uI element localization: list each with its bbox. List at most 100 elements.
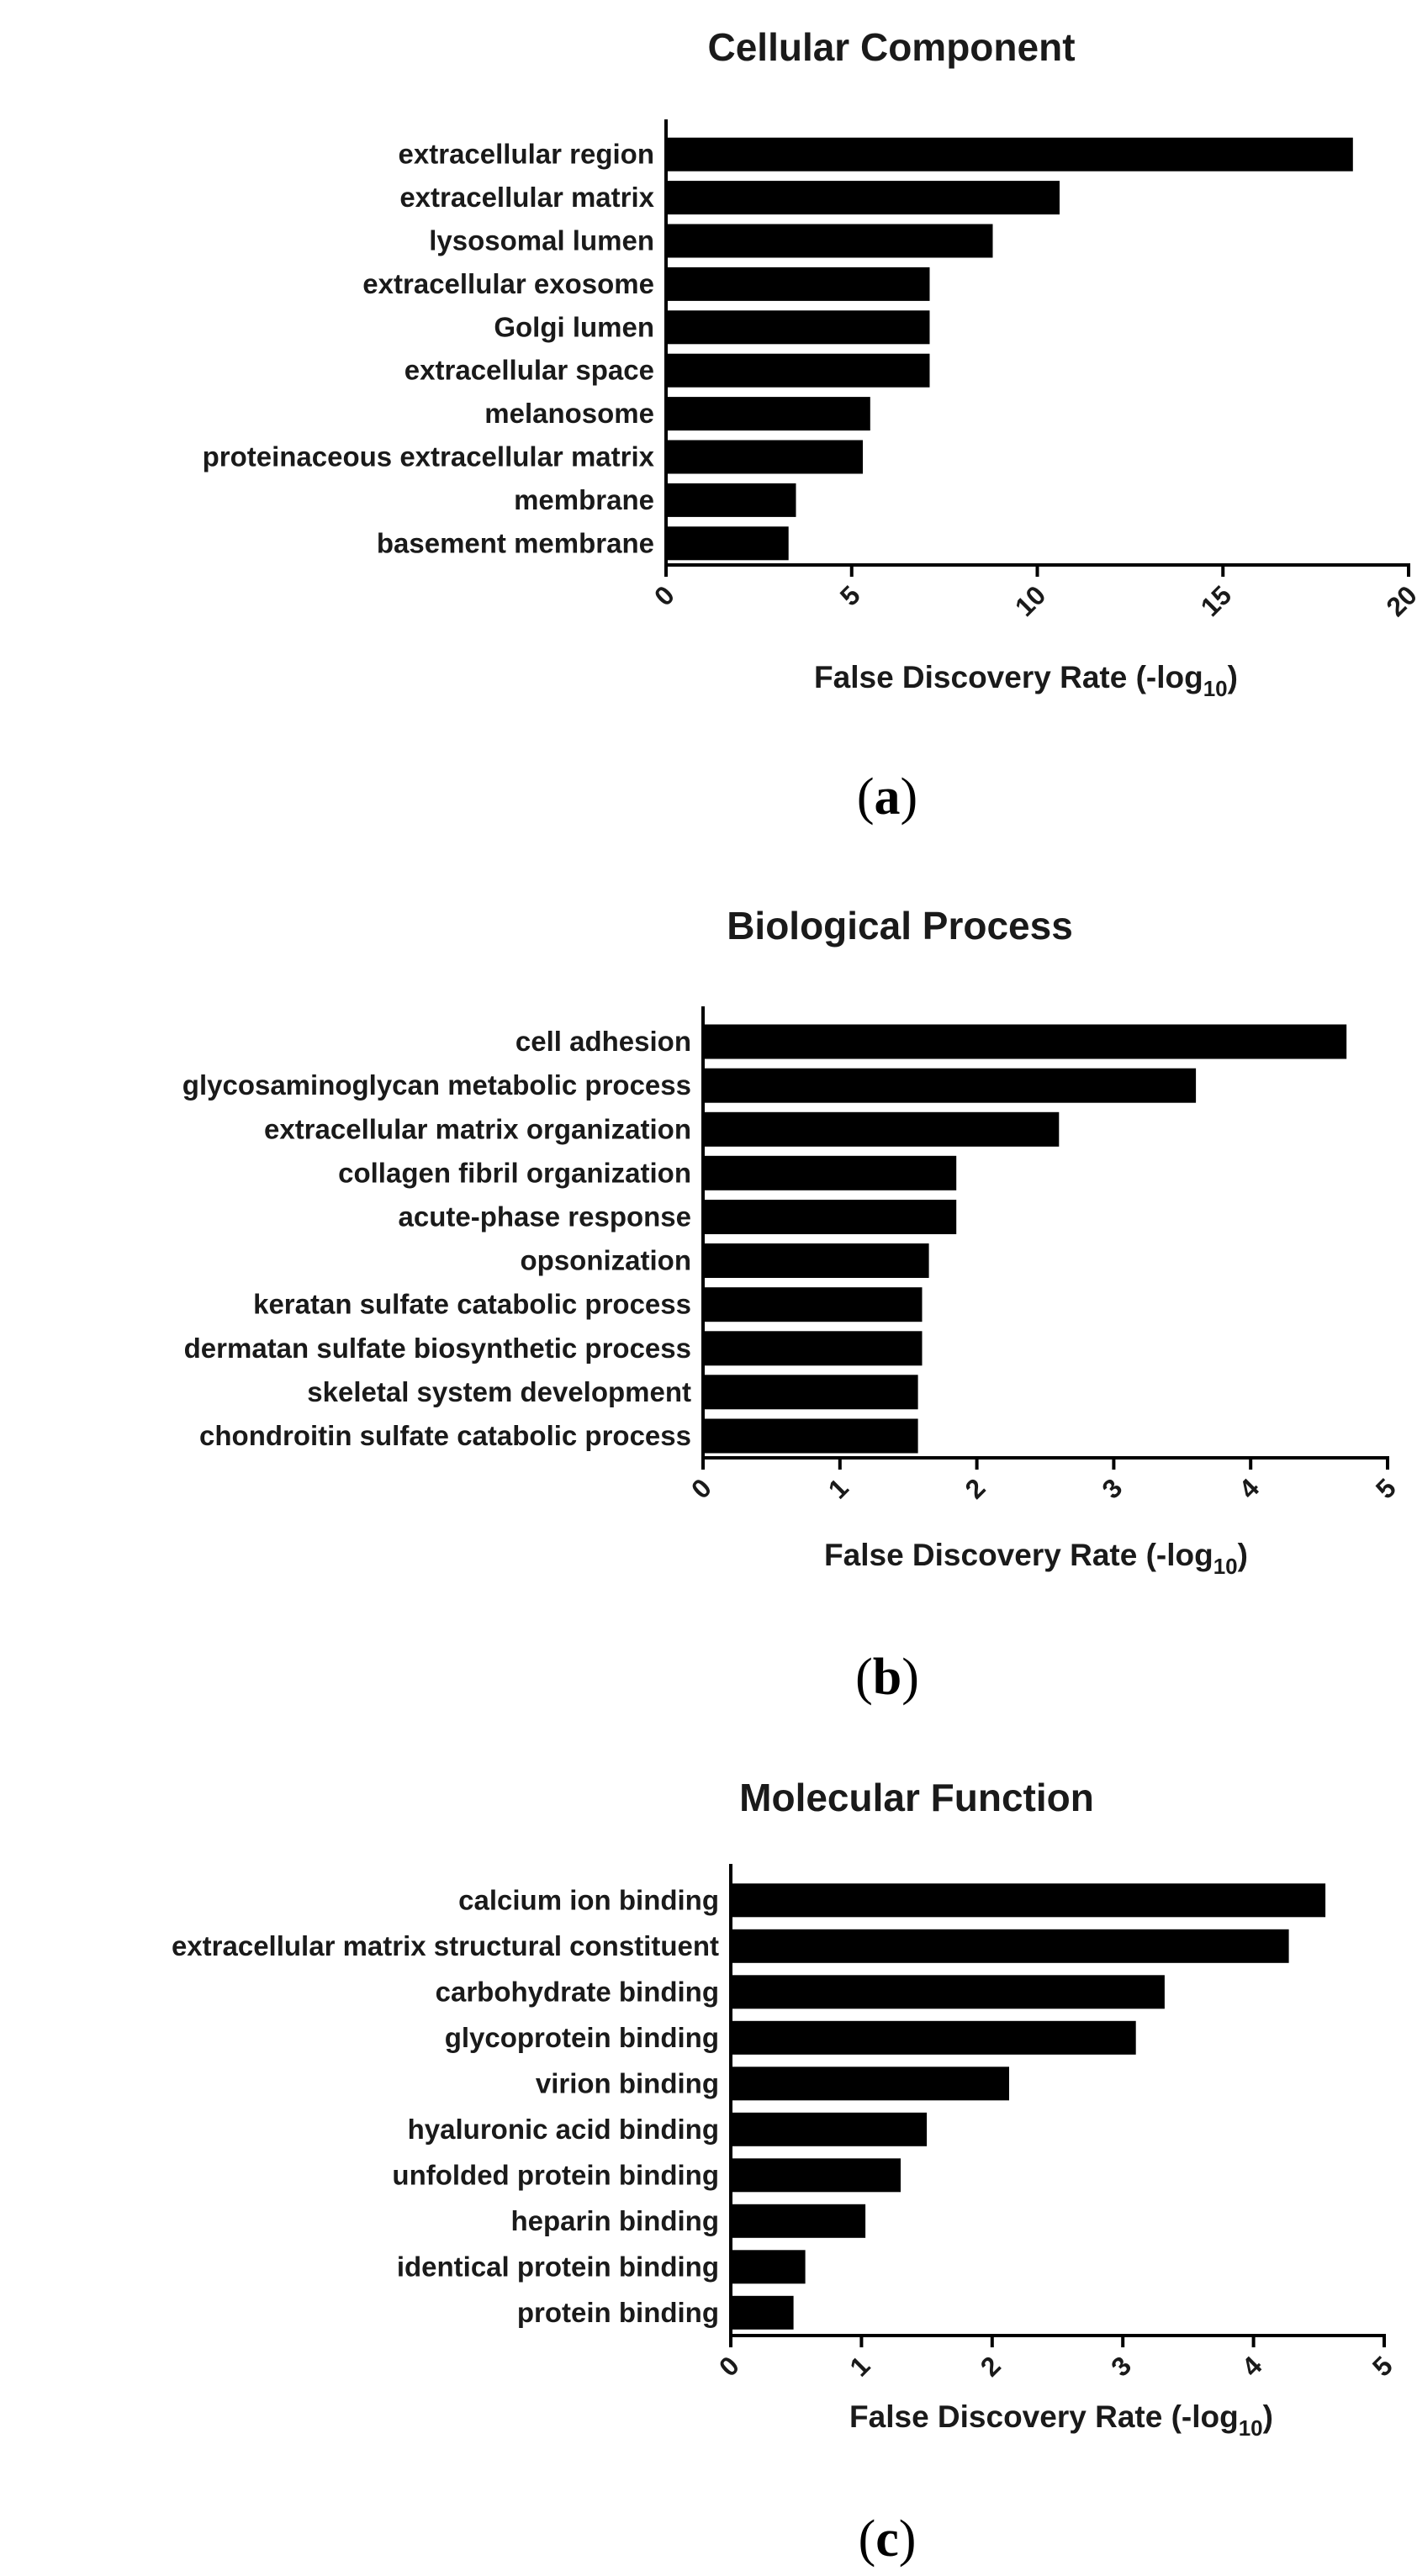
panel-label: (b): [855, 1649, 919, 1706]
category-label: extracellular exosome: [362, 268, 654, 299]
bar-virion-binding: [731, 2067, 1009, 2101]
category-label: collagen fibril organization: [338, 1157, 691, 1188]
bar-glycosaminoglycan-metabolic-process: [703, 1068, 1197, 1103]
x-tick-label: 1: [843, 2350, 875, 2382]
x-ticks: 0 5 10 15 20: [648, 565, 1417, 622]
x-ticks: 0 1 2 3 4 5: [685, 1458, 1402, 1505]
bar-basement-membrane: [666, 526, 789, 561]
x-axis-label: False Discovery Rate (-log10): [814, 660, 1238, 701]
bar-proteinaceous-extracellular-matrix: [666, 440, 863, 474]
x-tick-label: 0: [685, 1472, 717, 1504]
bar-golgi-lumen: [666, 310, 930, 345]
bar-hyaluronic-acid-binding: [731, 2112, 928, 2146]
category-label: extracellular space: [404, 355, 654, 386]
x-tick-label: 3: [1105, 2350, 1137, 2382]
bar-protein-binding: [731, 2295, 794, 2330]
category-label: dermatan sulfate biosynthetic process: [184, 1333, 691, 1364]
x-axis-label: False Discovery Rate (-log10): [849, 2399, 1273, 2441]
bar-membrane: [666, 483, 796, 517]
bar-acute-phase-response: [703, 1200, 957, 1234]
category-labels: calcium ion binding extracellular matrix …: [172, 1884, 719, 2328]
chart-title: Biological Process: [727, 904, 1073, 948]
category-label: virion binding: [536, 2067, 719, 2098]
bar-extracellular-matrix: [666, 181, 1060, 215]
category-label: glycosaminoglycan metabolic process: [182, 1069, 691, 1101]
x-tick-label: 2: [960, 1472, 991, 1504]
x-tick-label: 5: [834, 579, 866, 611]
category-label: identical protein binding: [397, 2251, 719, 2282]
x-tick-label: 2: [975, 2350, 1007, 2382]
chart-title: Molecular Function: [739, 1776, 1094, 1819]
bar-keratan-sulfate-catabolic-process: [703, 1287, 923, 1322]
bar-group: [666, 137, 1353, 561]
axes: [729, 1864, 1386, 2337]
x-tick-label: 1: [822, 1472, 854, 1504]
panel-a-chart: Cellular Component extracellular regione…: [203, 25, 1417, 826]
bar-extracellular-region: [666, 137, 1353, 172]
bar-lysosomal-lumen: [666, 224, 993, 258]
category-label: Golgi lumen: [494, 311, 654, 342]
bar-extracellular-space: [666, 353, 930, 388]
category-label: chondroitin sulfate catabolic process: [199, 1420, 691, 1451]
category-label: cell adhesion: [516, 1026, 691, 1057]
panel-label: (c): [859, 2510, 917, 2568]
bar-extracellular-matrix-organization: [703, 1111, 1060, 1147]
category-labels: extracellular region extracellular matrix…: [203, 139, 655, 559]
category-label: hyaluronic acid binding: [408, 2114, 719, 2145]
x-ticks: 0 1 2 3 4 5: [713, 2336, 1398, 2383]
category-label: unfolded protein binding: [392, 2159, 719, 2190]
x-tick-label: 0: [713, 2350, 745, 2382]
bar-group: [703, 1024, 1347, 1454]
bar-extracellular-matrix-structural-constituent: [731, 1929, 1289, 1963]
category-label: heparin binding: [511, 2205, 719, 2236]
bar-skeletal-system-development: [703, 1375, 918, 1410]
panel-c-chart: Molecular Function calcium ion binding ex…: [172, 1776, 1398, 2568]
x-tick-label: 15: [1195, 579, 1238, 622]
category-labels: cell adhesion glycosaminoglycan metabolic…: [182, 1026, 691, 1451]
bar-heparin-binding: [731, 2204, 866, 2238]
category-label: protein binding: [517, 2297, 719, 2328]
category-label: melanosome: [484, 398, 654, 429]
category-label: extracellular matrix: [399, 182, 654, 213]
bar-chondroitin-sulfate-catabolic-process: [703, 1418, 918, 1454]
category-label: keratan sulfate catabolic process: [253, 1289, 691, 1320]
category-label: lysosomal lumen: [429, 225, 654, 256]
x-tick-label: 0: [648, 579, 680, 611]
category-label: extracellular matrix structural constitu…: [172, 1930, 719, 1961]
panel-b-chart: Biological Process cell adhesion glycosam…: [182, 904, 1402, 1706]
category-label: acute-phase response: [399, 1201, 691, 1233]
bar-unfolded-protein-binding: [731, 2158, 901, 2193]
bar-group: [731, 1883, 1326, 2330]
category-label: basement membrane: [377, 527, 654, 558]
bar-cell-adhesion: [703, 1024, 1347, 1059]
bar-glycoprotein-binding: [731, 2020, 1136, 2055]
category-label: opsonization: [521, 1245, 691, 1276]
category-label: membrane: [514, 484, 654, 515]
bar-extracellular-exosome: [666, 267, 930, 301]
category-label: extracellular matrix organization: [264, 1113, 691, 1144]
x-tick-label: 3: [1096, 1472, 1128, 1504]
x-tick-label: 10: [1009, 579, 1052, 622]
bar-dermatan-sulfate-biosynthetic-process: [703, 1331, 923, 1366]
category-label: proteinaceous extracellular matrix: [203, 441, 655, 472]
bar-collagen-fibril-organization: [703, 1155, 957, 1190]
category-label: carbohydrate binding: [436, 1976, 719, 2007]
category-label: glycoprotein binding: [445, 2022, 719, 2053]
x-tick-label: 4: [1233, 1472, 1265, 1504]
bar-opsonization: [703, 1243, 929, 1278]
x-tick-label: 20: [1380, 579, 1417, 622]
category-label: calcium ion binding: [458, 1884, 719, 1915]
x-tick-label: 5: [1367, 2350, 1398, 2382]
x-axis-label: False Discovery Rate (-log10): [824, 1538, 1248, 1579]
x-tick-label: 5: [1370, 1472, 1402, 1504]
bar-calcium-ion-binding: [731, 1883, 1326, 1918]
panel-label: (a): [857, 768, 917, 826]
chart-title: Cellular Component: [707, 25, 1075, 69]
category-label: skeletal system development: [307, 1376, 691, 1407]
bar-identical-protein-binding: [731, 2250, 806, 2284]
axes: [701, 1006, 1389, 1460]
x-tick-label: 4: [1236, 2350, 1268, 2382]
bar-melanosome: [666, 397, 870, 431]
bar-carbohydrate-binding: [731, 1975, 1165, 2009]
